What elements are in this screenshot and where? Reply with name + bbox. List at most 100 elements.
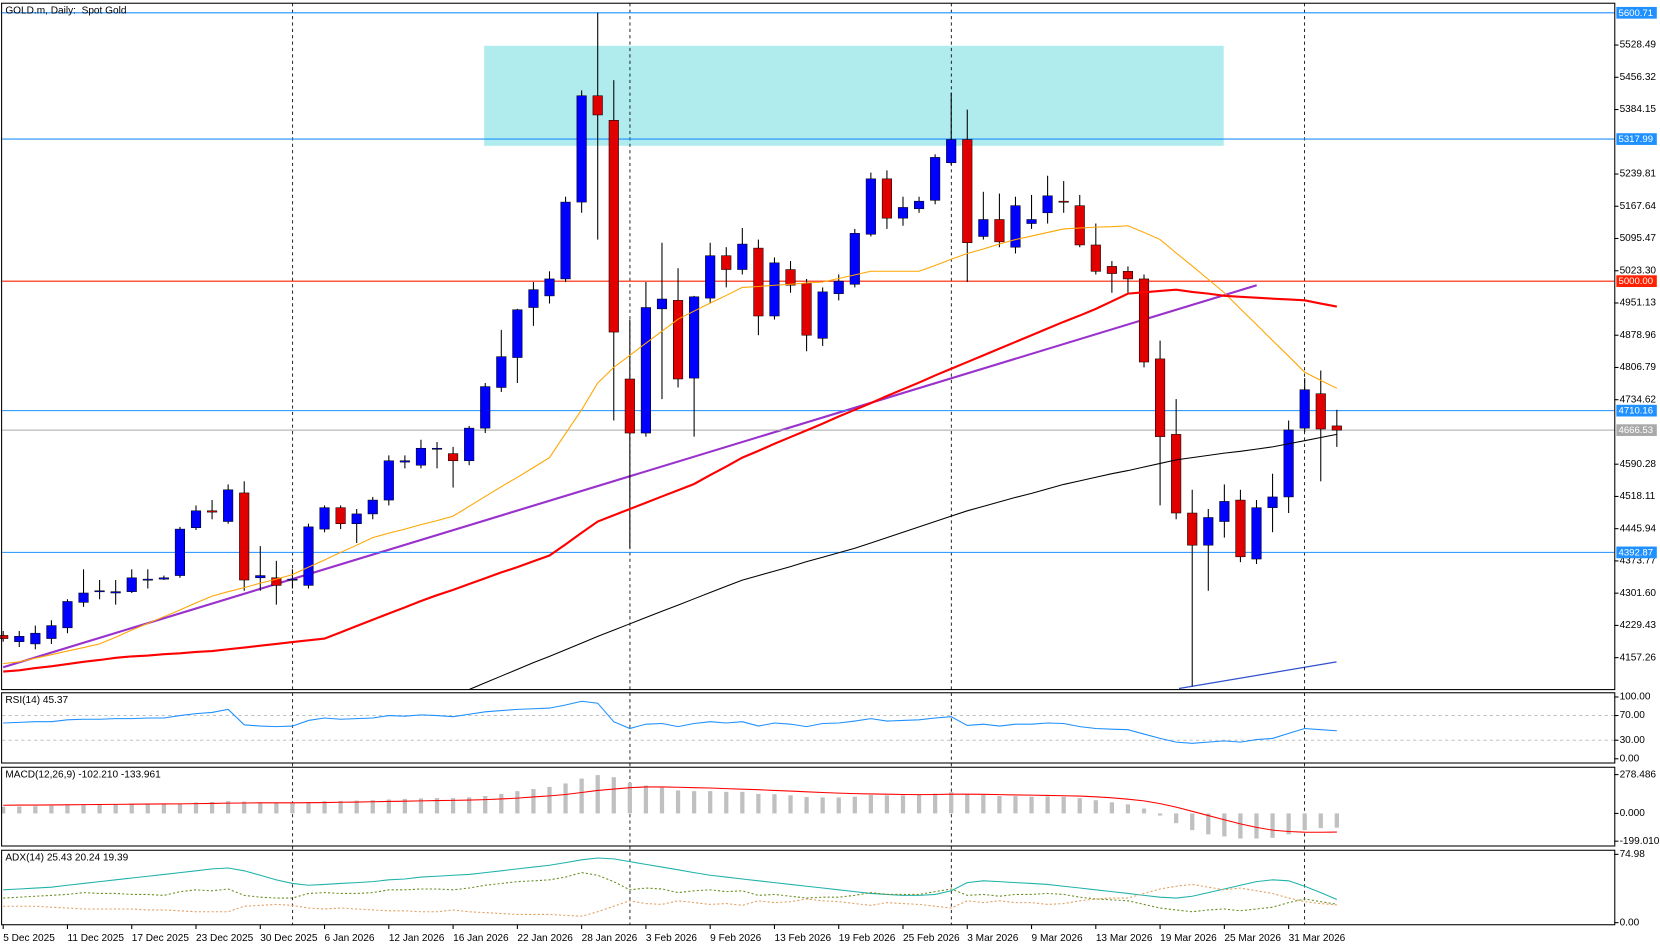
histogram-bar (804, 796, 809, 814)
indicator-line (3, 288, 1338, 673)
x-tick-label: 17 Dec 2025 (132, 933, 190, 944)
candle-body (319, 507, 330, 530)
candle-body (1187, 512, 1198, 546)
histogram-bar (1270, 813, 1275, 838)
candle-body (1283, 429, 1294, 498)
x-tick-label: 13 Mar 2026 (1096, 933, 1153, 944)
y-tick-label: 278.486 (1620, 769, 1657, 780)
histogram-bar (724, 791, 729, 814)
candle-body (608, 120, 619, 333)
y-tick-label: 0.00 (1620, 753, 1640, 764)
histogram-bar (1222, 813, 1227, 837)
panel-title: MACD(12,26,9) -102.210 -133.961 (5, 769, 161, 780)
candle-body (1219, 501, 1230, 522)
histogram-bar (338, 800, 343, 814)
candle-body (1010, 205, 1021, 248)
candle-body (656, 298, 668, 310)
candle-body (94, 590, 105, 593)
candle-body (142, 578, 153, 581)
candle-body (1026, 219, 1037, 224)
indicator-line (3, 857, 1338, 901)
candle-body (448, 453, 459, 462)
indicator-line (3, 872, 1337, 913)
candle-body (689, 296, 700, 379)
histogram-bar (949, 792, 954, 814)
x-tick-label: 30 Dec 2025 (260, 933, 318, 944)
x-tick-label: 19 Feb 2026 (839, 933, 896, 944)
histogram-bar (386, 799, 391, 814)
histogram-bar (483, 796, 488, 814)
x-tick-label: 25 Mar 2026 (1224, 933, 1281, 944)
candle-body (881, 178, 892, 219)
level-label: 4666.53 (1619, 425, 1654, 436)
y-tick-label: 0.000 (1620, 808, 1646, 819)
histogram-bar (49, 805, 54, 814)
candle-body (865, 178, 876, 235)
x-tick-label: 31 Mar 2026 (1289, 933, 1346, 944)
x-tick-label: 5 Dec 2025 (3, 933, 55, 944)
candle-body (62, 601, 73, 629)
y-tick-label: 5528.49 (1620, 40, 1657, 51)
candle-body (946, 139, 957, 164)
histogram-bar (1174, 813, 1179, 824)
candle-body (897, 207, 909, 219)
candle-body (239, 492, 250, 581)
candle-body (721, 255, 732, 270)
histogram-bar (402, 798, 408, 814)
candle-body (415, 447, 427, 466)
candle-body (801, 283, 812, 336)
x-tick-label: 12 Jan 2026 (389, 933, 445, 944)
candle-body (46, 625, 57, 639)
candle-body (335, 507, 346, 525)
histogram-bar (563, 783, 568, 814)
candle-body (705, 255, 716, 299)
candle-body (592, 95, 603, 116)
candle-body (383, 460, 394, 501)
level-label-box (1616, 546, 1657, 559)
level-label: 5000.00 (1619, 276, 1654, 287)
y-tick-label: 5167.64 (1620, 201, 1657, 212)
candle-body (1042, 195, 1053, 214)
histogram-bar (691, 791, 697, 814)
histogram-bar (370, 800, 375, 814)
x-tick-label: 16 Jan 2026 (453, 933, 509, 944)
histogram-bar (997, 796, 1002, 814)
x-tick-label: 19 Mar 2026 (1160, 933, 1217, 944)
y-tick-label: -199.010 (1620, 836, 1660, 847)
candle-body (287, 578, 298, 581)
y-tick-label: 4806.79 (1620, 362, 1657, 373)
y-tick-label: 4157.26 (1620, 652, 1657, 663)
x-tick-label: 23 Dec 2025 (196, 933, 254, 944)
histogram-bar (354, 800, 359, 814)
candle-body (1299, 389, 1310, 429)
candle-body (14, 636, 25, 642)
y-tick-label: 0.00 (1620, 917, 1640, 928)
histogram-bar (226, 801, 231, 814)
indicator-line (3, 786, 1337, 833)
histogram-bar (1045, 796, 1050, 814)
histogram-bar (418, 798, 424, 814)
candle-body (914, 200, 925, 210)
x-tick-label: 9 Mar 2026 (1032, 933, 1083, 944)
histogram-bar (145, 804, 150, 814)
indicator-line (3, 700, 1337, 744)
histogram-bar (1125, 804, 1131, 814)
candle-body (126, 577, 137, 592)
x-tick-label: 22 Jan 2026 (517, 933, 573, 944)
histogram-bar (981, 795, 986, 814)
main-panel-frame (1, 2, 1616, 691)
x-tick-label: 28 Jan 2026 (582, 933, 638, 944)
x-tick-label: 13 Feb 2026 (774, 933, 831, 944)
histogram-bar (290, 802, 295, 814)
candle-body (1058, 200, 1069, 203)
x-tick-label: 9 Feb 2026 (710, 933, 761, 944)
indicator-line (468, 433, 1337, 690)
x-tick-label: 3 Feb 2026 (646, 933, 697, 944)
candle-body (431, 447, 443, 450)
histogram-bar (1302, 813, 1307, 831)
histogram-bar (1013, 796, 1018, 814)
histogram-bar (1334, 813, 1339, 828)
candle-body (560, 201, 571, 280)
histogram-bar (772, 794, 777, 814)
histogram-bar (242, 801, 247, 814)
